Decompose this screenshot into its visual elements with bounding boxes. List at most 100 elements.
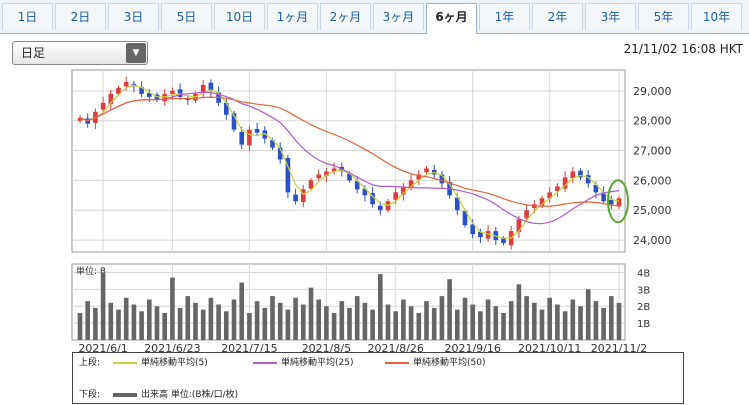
candle-body [454,197,460,211]
candle-body [285,158,291,193]
candle-body [231,113,237,130]
tab-4[interactable]: 5日 [161,3,212,30]
legend-sma50: 単純移動平均(50) [385,357,485,369]
candle-interval-value: 日足 [21,46,46,60]
volume-bar [616,302,622,340]
volume-tick-label: 4B [637,268,650,279]
candle-body [539,198,545,206]
candle-body [347,173,352,181]
volume-bar [462,297,468,340]
candle-body [354,181,360,190]
tab-11[interactable]: 2年 [532,3,583,30]
volume-bar [162,312,168,340]
candle-body [316,174,322,179]
volume-bar [139,311,144,340]
legend-volume-label: 出来高 単位:(B株/口/枚) [141,390,239,400]
x-tick-label: 2021/8/26 [367,342,423,355]
volume-bar [277,302,283,340]
candle-body [377,205,383,211]
volume-bar [331,312,337,340]
volume-unit-label: 単位: B [76,265,106,277]
volume-bar [416,312,422,340]
candle-body [324,171,329,176]
tab-1[interactable]: 1日 [2,3,53,30]
volume-bar [177,307,183,340]
legend-sma25-swatch [253,361,277,364]
price-tick-label: 24,000 [633,234,672,247]
volume-bar [247,312,252,340]
candle-body [593,184,599,193]
candle-body [555,186,560,191]
x-tick-label: 2021/10/11 [518,342,581,355]
candle-body [208,82,214,91]
candle-body [77,117,83,121]
candle-body [616,198,622,207]
volume-bar [131,304,137,340]
volume-bar [362,302,368,340]
volume-bar [370,309,375,340]
candle-body [293,194,298,202]
candle-body [470,224,476,235]
tab-12[interactable]: 3年 [585,3,636,30]
tab-7[interactable]: 2ヶ月 [320,3,371,30]
candle-body [516,219,522,232]
candle-body [116,87,121,94]
volume-bar [316,299,322,340]
candle-body [247,129,252,146]
candle-body [254,128,260,133]
volume-bar [300,304,306,340]
tab-13[interactable]: 5年 [638,3,689,30]
volume-bar [585,289,591,340]
legend-sma5: 単純移動平均(5) [113,357,208,369]
legend-volume-swatch [113,392,137,397]
latest-highlight-ellipse [607,179,629,224]
volume-bar [293,297,298,340]
volume-bar [77,312,83,340]
tab-9[interactable]: 6ヶ月 [426,3,477,34]
volume-bar [454,309,460,340]
chart-legend: 上段: 単純移動平均(5) 単純移動平均(25) 単純移動平均(50) 下段: … [72,352,684,404]
sma-line-2 [79,91,620,225]
volume-bar [431,307,437,340]
candle-interval-select[interactable]: 日足 ▼ [12,41,148,65]
tab-6[interactable]: 1ヶ月 [267,3,318,30]
candle-body [162,93,168,102]
tab-8[interactable]: 3ヶ月 [373,3,424,30]
candle-body [100,102,106,110]
chevron-down-icon[interactable]: ▼ [126,43,146,63]
legend-sma25-label: 単純移動平均(25) [281,358,354,368]
last-update-timestamp: 21/11/02 16:08 HKT [623,42,743,56]
volume-bar [308,287,314,340]
candle-body [370,193,375,205]
candle-body [501,238,506,244]
candle-body [300,189,306,203]
x-tick-label: 2021/7/15 [221,342,277,355]
candle-body [416,174,422,180]
tab-14[interactable]: 10年 [691,3,742,30]
x-tick-label: 2021/8/5 [302,342,351,355]
x-tick-label: 2021/11/2 [591,342,647,355]
volume-bar [154,306,160,340]
volume-bar [208,297,214,340]
x-tick-label: 2021/6/1 [78,342,127,355]
candle-body [524,210,529,219]
tab-5[interactable]: 10日 [214,3,265,30]
candle-body [123,81,129,87]
volume-bar [408,306,414,340]
volume-bar [555,304,560,340]
tab-2[interactable]: 2日 [55,3,106,30]
candle-body [462,210,468,226]
volume-bar [93,307,98,340]
legend-sma5-label: 単純移動平均(5) [141,358,208,368]
tab-10[interactable]: 1年 [479,3,530,30]
candle-body [578,170,583,178]
volume-bar [601,307,606,340]
tab-3[interactable]: 3日 [108,3,159,30]
volume-bar [123,297,129,340]
sma-line-3 [79,96,620,207]
price-tick-label: 26,000 [633,174,672,187]
price-tick-label: 27,000 [633,145,672,158]
volume-bar [501,312,506,340]
volume-bar [216,304,221,340]
volume-bar [377,274,383,340]
